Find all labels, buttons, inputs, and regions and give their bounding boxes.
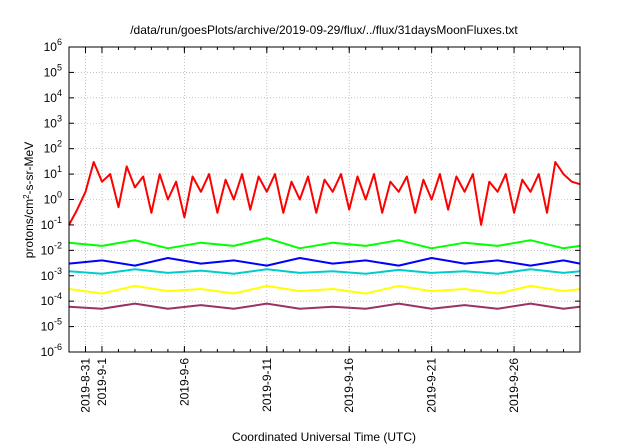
y-tick-label: 102 [44,139,62,156]
y-tick-label-base: 10 [44,167,58,181]
y-tick-label: 106 [44,37,62,54]
y-tick-label-base: 10 [41,294,55,308]
series-line [68,257,581,267]
y-tick-label: 10-3 [41,266,62,283]
y-tick-label-exp: 1 [57,164,62,174]
x-tick-label: 2019-9-11 [260,358,274,412]
series-line [68,302,581,310]
y-tick-label-base: 10 [41,218,55,232]
y-tick-label-base: 10 [41,243,55,257]
y-tick-label-exp: -3 [54,266,62,276]
x-tick-labels: 2019-8-31 2019-9-1 2019-9-6 2019-9-11 2019-9… [78,358,521,413]
y-tick-label-exp: 4 [57,88,62,98]
y-axis-label-suffix: -s-sr-MeV [22,142,36,195]
y-tick-label-base: 10 [41,345,55,359]
y-tick-label: 105 [44,62,62,79]
y-axis-label-sup: 2 [22,194,31,199]
y-axis-label: protons/cm2-s-sr-MeV [22,142,36,258]
y-tick-label: 10-5 [41,317,62,334]
y-tick-label: 10-2 [41,240,62,257]
series-line [68,237,581,250]
x-axis-label: Coordinated Universal Time (UTC) [232,430,416,444]
y-tick-label: 10-4 [41,291,62,308]
y-tick-label-base: 10 [44,142,58,156]
y-tick-label-exp: 0 [57,190,62,200]
series-line [68,268,581,275]
y-tick-label-exp: -5 [54,317,62,327]
y-tick-label-base: 10 [41,320,55,334]
y-tick-labels: 10-610-510-410-310-210-11001011021031041… [41,37,62,359]
x-tick-label: 2019-9-16 [342,358,356,413]
y-tick-label-exp: -1 [54,215,62,225]
y-axis-label-prefix: protons/cm [22,199,36,258]
x-tick-label: 2019-8-31 [78,358,92,413]
x-tick-label: 2019-9-6 [177,358,191,406]
y-tick-label-exp: -4 [54,291,62,301]
y-tick-label-exp: -2 [54,240,62,250]
series-line [68,161,581,226]
x-tick-label: 2019-9-21 [425,358,439,413]
tick-marks [68,46,581,353]
y-tick-label-exp: 6 [57,37,62,47]
y-tick-label-exp: -6 [54,342,62,352]
y-tick-label-base: 10 [44,65,58,79]
y-tick-label: 10-1 [41,215,62,232]
series-group [68,161,581,310]
y-tick-label: 103 [44,113,62,130]
y-tick-label: 101 [44,164,62,181]
x-tick-label: 2019-9-26 [507,358,521,413]
series-line [68,284,581,295]
y-tick-label: 104 [44,88,62,105]
chart-title: /data/run/goesPlots/archive/2019-09-29/f… [130,23,518,37]
y-tick-label-base: 10 [44,116,58,130]
y-tick-label-base: 10 [41,269,55,283]
y-tick-label-exp: 3 [57,113,62,123]
y-tick-label: 100 [44,190,62,207]
y-tick-label-base: 10 [44,91,58,105]
x-tick-label: 2019-9-1 [95,358,109,406]
y-tick-label-base: 10 [44,193,58,207]
y-tick-label-exp: 5 [57,62,62,72]
y-tick-label-base: 10 [44,40,58,54]
y-tick-label: 10-6 [41,342,62,359]
y-tick-label-exp: 2 [57,139,62,149]
